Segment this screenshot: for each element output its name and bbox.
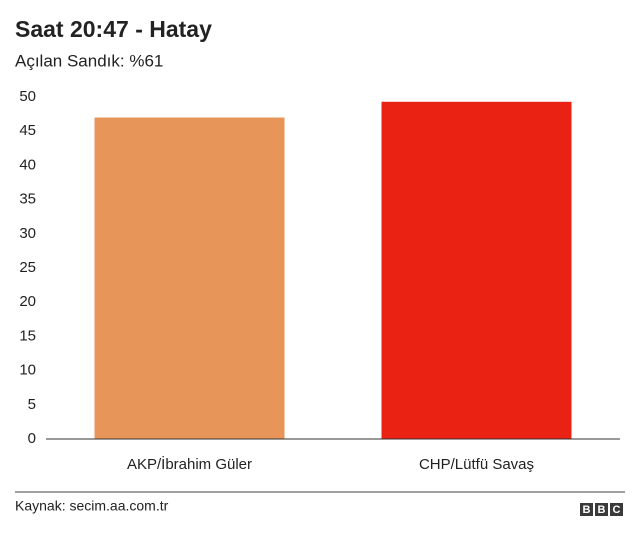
brand-letter: C	[613, 504, 621, 516]
brand-box	[580, 503, 593, 516]
y-tick-label: 25	[19, 259, 36, 276]
y-tick-label: 50	[19, 88, 36, 105]
x-tick-label: AKP/İbrahim Güler	[127, 455, 252, 473]
y-tick-label: 5	[28, 396, 36, 413]
y-tick-label: 10	[19, 362, 36, 379]
x-tick-label: CHP/Lütfü Savaş	[419, 456, 534, 473]
y-tick-label: 30	[19, 225, 36, 242]
source: Kaynak: secim.aa.com.tr	[15, 498, 169, 514]
bar	[94, 117, 285, 440]
brand-box	[595, 503, 608, 516]
y-tick-label: 0	[28, 430, 36, 447]
chart-title: Saat 20:47 - Hatay	[15, 16, 212, 42]
y-tick-label: 45	[19, 122, 36, 139]
brand-letter: B	[583, 504, 591, 516]
brand-box	[610, 503, 623, 516]
y-tick-label: 40	[19, 156, 36, 173]
y-tick-label: 15	[19, 327, 36, 344]
brand-letter: B	[598, 504, 606, 516]
y-tick-label: 35	[19, 191, 36, 208]
y-tick-label: 20	[19, 293, 36, 310]
chart-subtitle: Açılan Sandık: %61	[15, 51, 163, 70]
bar	[381, 101, 572, 440]
